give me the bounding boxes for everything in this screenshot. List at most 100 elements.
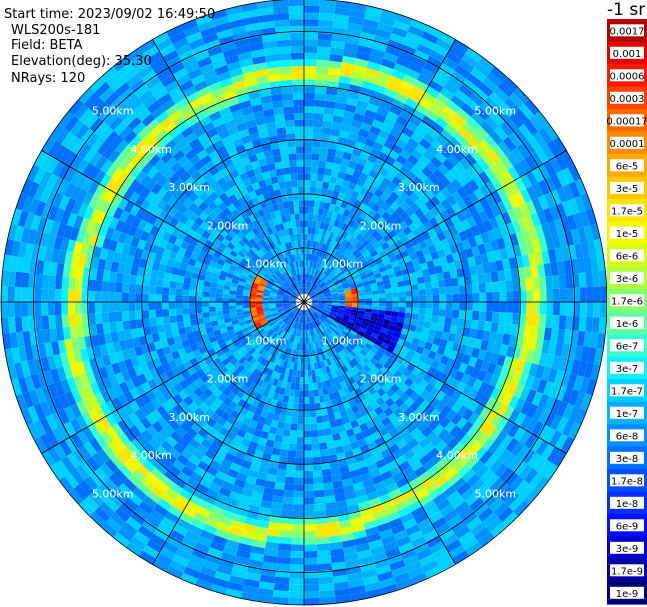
ppi-cell	[513, 206, 525, 220]
ppi-cell	[387, 553, 403, 565]
ppi-cell	[437, 163, 450, 176]
ppi-cell	[349, 350, 358, 358]
ppi-cell	[372, 354, 382, 362]
ppi-cell	[458, 506, 474, 520]
ppi-cell	[513, 500, 530, 517]
ppi-cell	[304, 497, 315, 505]
ppi-cell	[298, 410, 304, 418]
ppi-cell	[149, 533, 166, 547]
ppi-cell	[122, 273, 131, 284]
ppi-cell	[208, 302, 216, 307]
ppi-cell	[364, 456, 376, 466]
ppi-cell	[329, 313, 336, 318]
ppi-cell	[354, 321, 362, 328]
ppi-cell	[341, 357, 349, 365]
ppi-cell	[513, 384, 525, 398]
ppi-cell	[447, 76, 463, 90]
ppi-cell	[537, 393, 550, 409]
ppi-cell	[304, 490, 315, 498]
ppi-cell	[226, 532, 242, 543]
ppi-cell	[350, 419, 360, 429]
ppi-cell	[286, 326, 292, 334]
ppi-cell	[289, 436, 297, 444]
ppi-cell	[530, 436, 544, 453]
ppi-cell	[552, 275, 560, 289]
ppi-cell	[579, 377, 591, 394]
ppi-cell	[326, 406, 334, 415]
ppi-cell	[343, 312, 351, 317]
ppi-cell	[282, 339, 288, 347]
ppi-cell	[333, 267, 340, 275]
ppi-cell	[380, 342, 389, 350]
ppi-cell	[466, 166, 479, 180]
ppi-cell	[546, 288, 554, 302]
ppi-cell	[504, 97, 520, 113]
ppi-cell	[318, 296, 325, 299]
ppi-cell	[537, 424, 551, 441]
ppi-cell	[593, 286, 601, 302]
ppi-cell	[316, 415, 324, 424]
ppi-cell	[374, 436, 386, 447]
ppi-cell	[454, 370, 465, 382]
ppi-cell	[459, 433, 472, 447]
ppi-cell	[349, 316, 357, 322]
ppi-cell	[122, 320, 131, 331]
ppi-cell	[438, 287, 446, 295]
ppi-cell	[162, 279, 171, 288]
ppi-cell	[335, 285, 343, 290]
ppi-cell	[334, 269, 342, 276]
ppi-cell	[314, 93, 326, 101]
ppi-cell	[433, 424, 445, 436]
ppi-cell	[314, 227, 320, 236]
ppi-cell	[528, 337, 538, 352]
ppi-cell	[423, 529, 439, 543]
ppi-cell	[530, 326, 539, 339]
ppi-cell	[461, 384, 473, 397]
ppi-cell	[314, 320, 320, 327]
ppi-cell	[258, 465, 269, 474]
ppi-cell	[242, 523, 257, 533]
ppi-cell	[414, 208, 425, 219]
ppi-cell	[566, 373, 578, 390]
ppi-cell	[350, 154, 360, 163]
ppi-cell	[176, 281, 184, 290]
ppi-cell	[386, 133, 399, 145]
ppi-cell	[457, 276, 466, 286]
ppi-cell	[513, 162, 526, 178]
ppi-cell	[328, 262, 335, 270]
ppi-cell	[155, 309, 163, 318]
ppi-cell	[251, 491, 264, 500]
ppi-cell	[461, 170, 474, 183]
ppi-cell	[385, 397, 395, 408]
ppi-cell	[311, 268, 315, 276]
ppi-cell	[518, 217, 529, 232]
ppi-cell	[461, 139, 475, 154]
ppi-cell	[321, 134, 331, 142]
ppi-cell	[233, 478, 246, 489]
ppi-cell	[509, 475, 524, 492]
ppi-cell	[377, 411, 388, 422]
ppi-cell	[555, 385, 567, 401]
ppi-cell	[351, 293, 359, 297]
ppi-cell	[250, 434, 261, 444]
ppi-cell	[556, 328, 566, 344]
ppi-cell	[375, 197, 385, 208]
ppi-cell	[355, 233, 364, 242]
ppi-cell	[413, 331, 422, 340]
ppi-cell	[272, 357, 279, 365]
ppi-cell	[386, 81, 400, 93]
ppi-cell	[579, 287, 587, 302]
ppi-cell	[316, 59, 330, 68]
ppi-cell	[294, 342, 298, 350]
ppi-cell	[433, 168, 445, 180]
ppi-cell	[462, 183, 474, 196]
ppi-cell	[320, 283, 326, 289]
ppi-cell	[586, 286, 594, 302]
ppi-cell	[497, 81, 514, 98]
ppi-cell	[433, 352, 443, 363]
ppi-cell	[256, 378, 264, 387]
ppi-cell	[550, 189, 562, 206]
ppi-cell	[296, 322, 300, 330]
ppi-cell	[304, 173, 311, 181]
ppi-cell	[544, 353, 555, 369]
